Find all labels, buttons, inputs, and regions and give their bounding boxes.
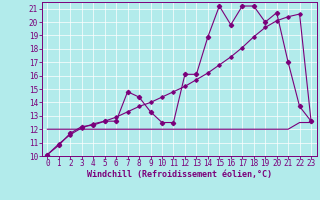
X-axis label: Windchill (Refroidissement éolien,°C): Windchill (Refroidissement éolien,°C) [87,170,272,179]
